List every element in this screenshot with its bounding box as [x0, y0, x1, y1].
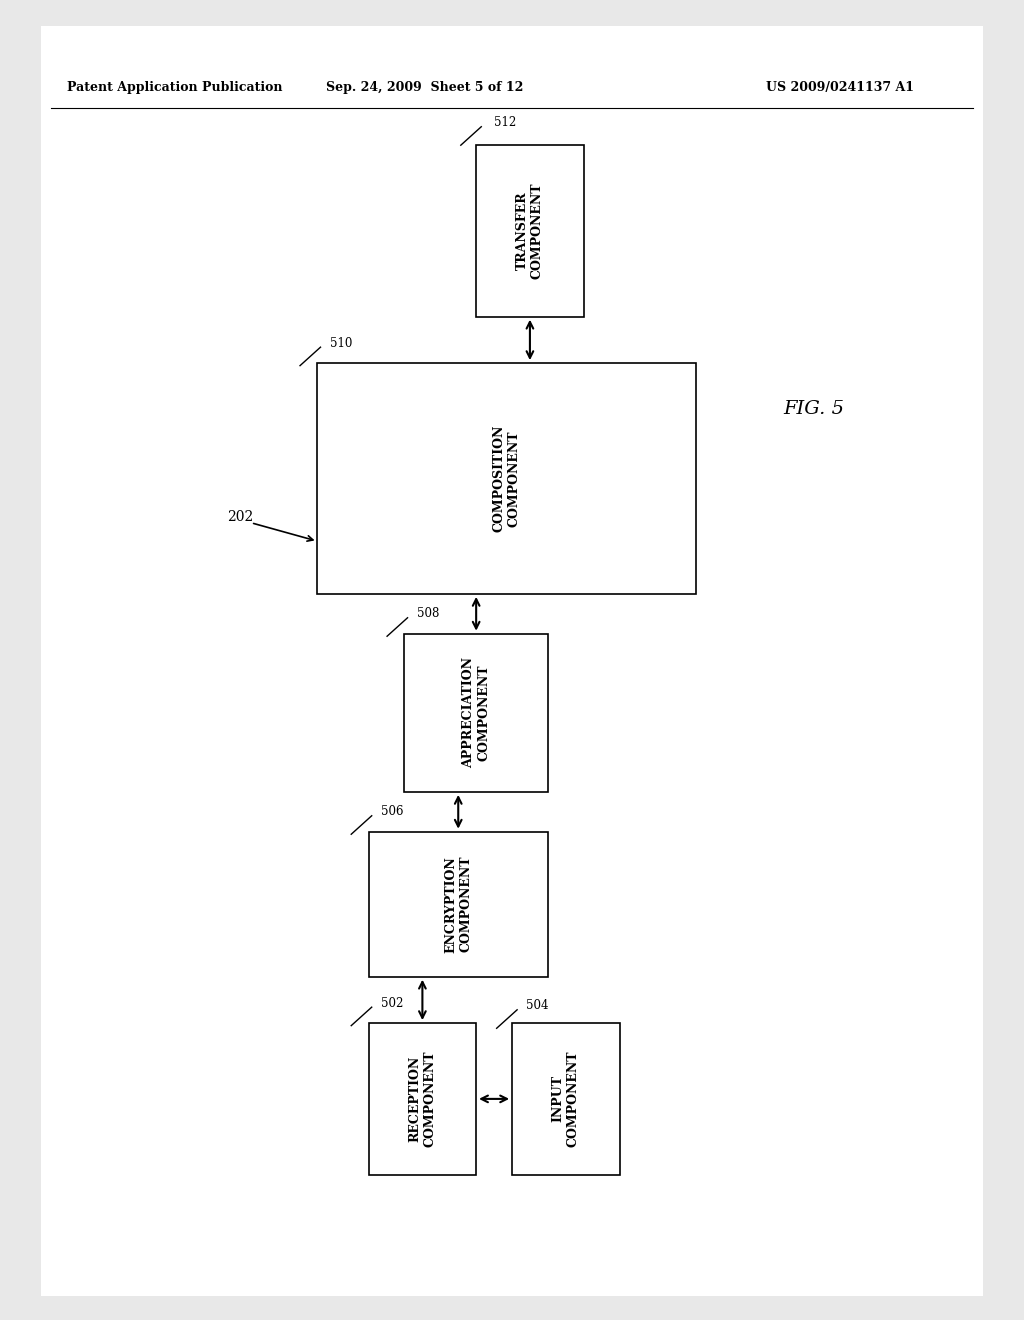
- Text: 202: 202: [227, 511, 254, 524]
- Text: 502: 502: [381, 997, 403, 1010]
- FancyBboxPatch shape: [404, 634, 548, 792]
- Text: Patent Application Publication: Patent Application Publication: [67, 81, 282, 94]
- Text: FIG. 5: FIG. 5: [783, 400, 845, 418]
- Text: US 2009/0241137 A1: US 2009/0241137 A1: [766, 81, 913, 94]
- Text: TRANSFER
COMPONENT: TRANSFER COMPONENT: [516, 182, 544, 280]
- FancyBboxPatch shape: [369, 1023, 476, 1175]
- Text: APPRECIATION
COMPONENT: APPRECIATION COMPONENT: [462, 657, 490, 768]
- Text: COMPOSITION
COMPONENT: COMPOSITION COMPONENT: [493, 425, 521, 532]
- Text: 508: 508: [417, 607, 439, 620]
- FancyBboxPatch shape: [317, 363, 696, 594]
- Text: 506: 506: [381, 805, 403, 818]
- FancyBboxPatch shape: [41, 26, 983, 1296]
- Text: 504: 504: [526, 999, 549, 1012]
- Text: 512: 512: [494, 116, 516, 129]
- Text: INPUT
COMPONENT: INPUT COMPONENT: [552, 1051, 580, 1147]
- FancyBboxPatch shape: [512, 1023, 620, 1175]
- Text: RECEPTION
COMPONENT: RECEPTION COMPONENT: [409, 1051, 436, 1147]
- FancyBboxPatch shape: [369, 832, 548, 977]
- Text: ENCRYPTION
COMPONENT: ENCRYPTION COMPONENT: [444, 855, 472, 953]
- FancyBboxPatch shape: [476, 145, 584, 317]
- Text: 510: 510: [330, 337, 352, 350]
- Text: Sep. 24, 2009  Sheet 5 of 12: Sep. 24, 2009 Sheet 5 of 12: [327, 81, 523, 94]
